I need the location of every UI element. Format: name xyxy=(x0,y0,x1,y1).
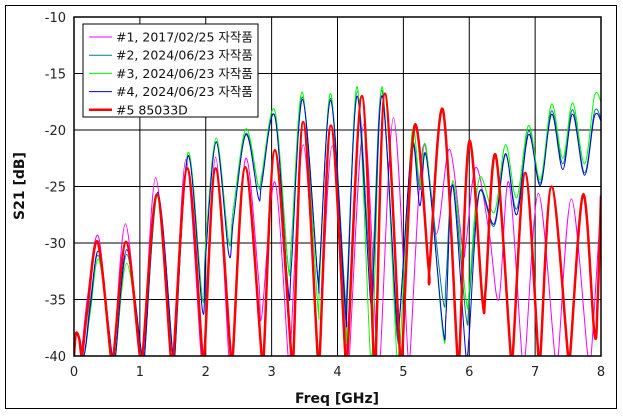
legend-label-1: #1, 2017/02/25 자작품 xyxy=(116,30,253,45)
legend-label-3: #3, 2024/06/23 자작품 xyxy=(116,66,253,81)
plot-series xyxy=(74,86,601,356)
y-axis-ticks: -10 -15 -20 -25 -30 -35 -40 xyxy=(45,11,66,365)
y-tick-label: -10 xyxy=(45,11,66,26)
x-tick-label: 0 xyxy=(70,365,78,380)
y-tick-label: -35 xyxy=(45,294,66,309)
series-line-5 xyxy=(74,92,601,356)
legend-label-2: #2, 2024/06/23 자작품 xyxy=(116,48,253,63)
legend-box xyxy=(82,23,259,118)
x-tick-label: 1 xyxy=(136,365,144,380)
y-tick-label: -20 xyxy=(45,124,66,139)
x-tick-label: 8 xyxy=(597,365,605,380)
series-line-4 xyxy=(74,95,601,356)
y-tick-label: -30 xyxy=(45,237,66,252)
x-tick-label: 3 xyxy=(267,365,275,380)
legend: #1, 2017/02/25 자작품 #2, 2024/06/23 자작품 #3, … xyxy=(82,23,259,118)
x-tick-label: 5 xyxy=(399,365,407,380)
legend-label-4: #4, 2024/06/23 자작품 xyxy=(116,84,253,99)
y-tick-label: -15 xyxy=(45,68,66,83)
plot-area xyxy=(73,16,602,357)
chart-frame xyxy=(5,5,617,409)
x-tick-label: 6 xyxy=(465,365,473,380)
x-axis-label: Freq [GHz] xyxy=(295,391,379,407)
y-tick-label: -25 xyxy=(45,181,66,196)
x-tick-label: 7 xyxy=(531,365,539,380)
x-tick-label: 4 xyxy=(333,365,341,380)
x-axis-ticks: 0 1 2 3 4 5 6 7 8 xyxy=(70,365,605,380)
x-tick-label: 2 xyxy=(202,365,210,380)
legend-label-5: #5 85033D xyxy=(116,102,188,117)
y-tick-label: -40 xyxy=(45,350,66,365)
y-axis-label: S21 [dB] xyxy=(12,152,28,220)
